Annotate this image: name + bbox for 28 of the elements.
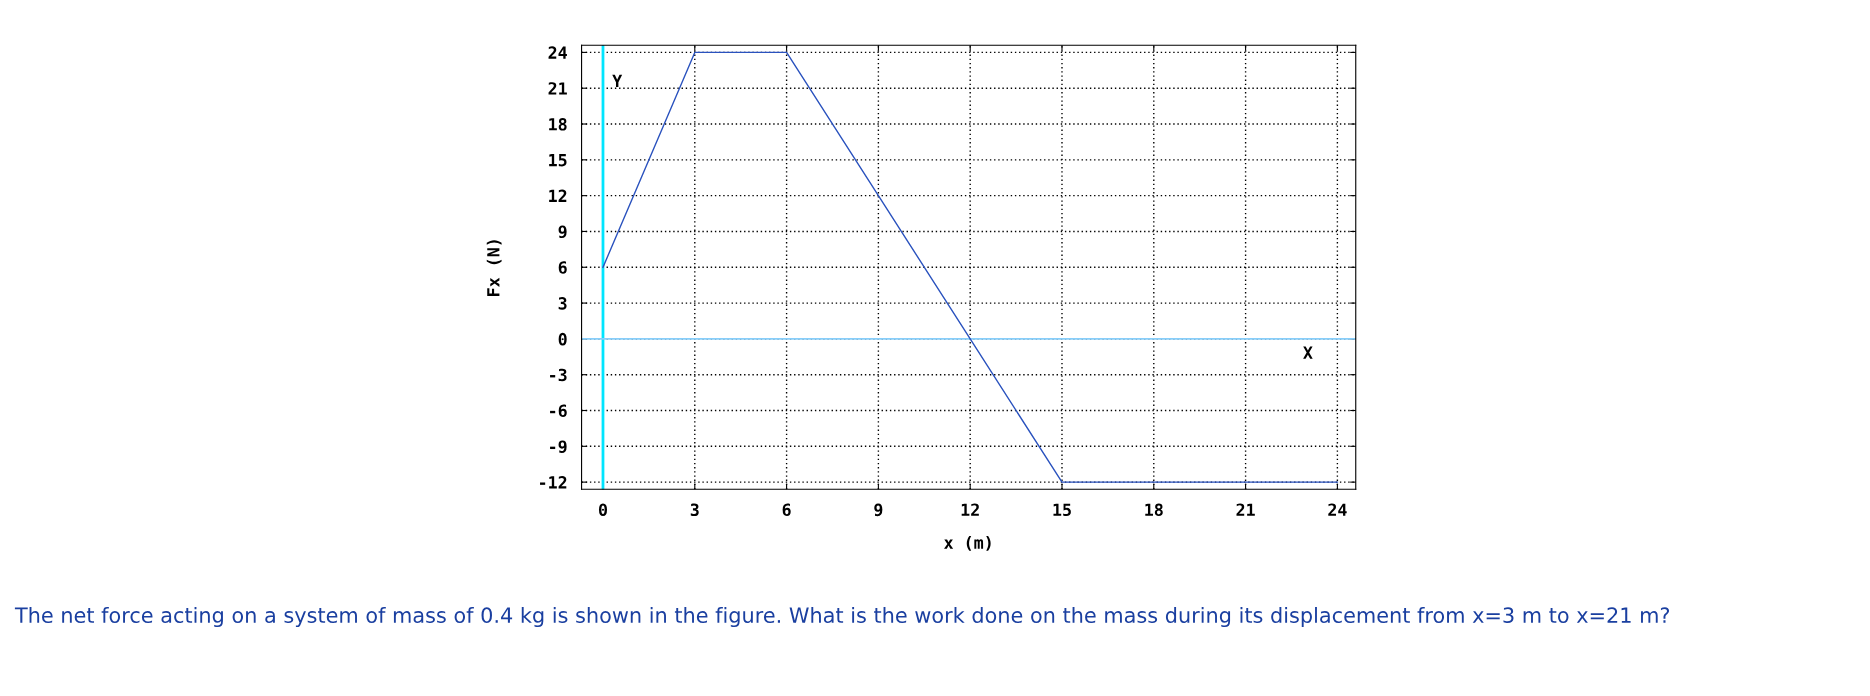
y-axis-title: Fx (N) [486, 240, 502, 296]
x-tick-label: 18 [1145, 503, 1163, 517]
x-tick-label: 9 [874, 503, 883, 517]
y-tick-label: 9 [558, 225, 567, 239]
y-tick-label: 3 [558, 297, 567, 310]
x-tick-label: 21 [1236, 503, 1255, 516]
x-tick-label: 6 [782, 503, 791, 517]
y-tick-label: -6 [550, 404, 567, 418]
y-tick-label: 0 [558, 332, 567, 346]
y-tick-label: 21 [548, 82, 567, 95]
y-tick-label: 15 [549, 154, 567, 167]
x-tick-label: 3 [690, 503, 699, 517]
x-axis-title: x (m) [944, 535, 991, 551]
y-tick-label: 6 [558, 261, 567, 274]
y-tick-label: -12 [540, 476, 567, 489]
line-series [602, 51, 1339, 483]
y-tick-label: -9 [550, 440, 567, 453]
ref-line-label: X [1303, 346, 1313, 359]
y-tick-label: 24 [548, 46, 567, 59]
x-tick-label: 12 [961, 503, 979, 516]
text: The net force acting on a system of mass of 0.4 kg is shown in the figure. What is the work done on the mass during its displacement from x=3 m to x=21 m? [14, 606, 1670, 628]
y-tick-label: -3 [550, 368, 567, 382]
ref-line-label: Y [612, 74, 623, 88]
x-tick-label: 15 [1053, 503, 1071, 517]
y-tick-label: 12 [549, 189, 567, 202]
y-tick-label: 18 [549, 117, 567, 131]
x-tick-label: 0 [598, 503, 608, 517]
x-tick-label: 24 [1328, 503, 1347, 516]
